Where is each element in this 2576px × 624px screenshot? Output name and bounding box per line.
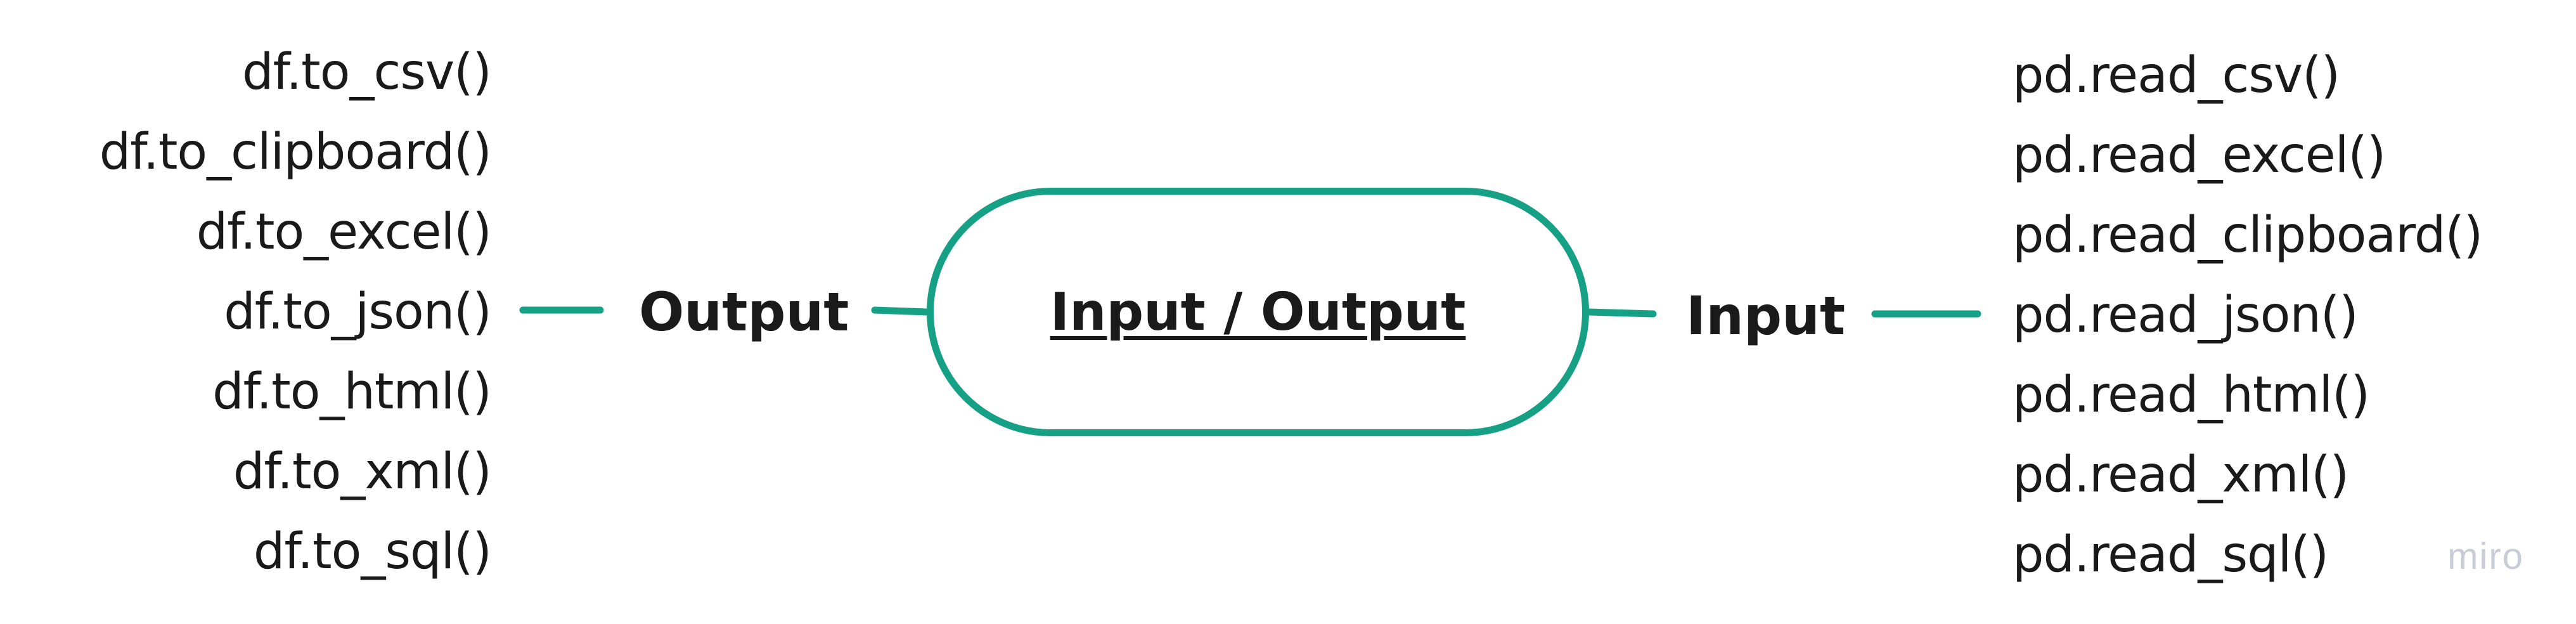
- output-item: df.to_excel(): [196, 204, 492, 261]
- input-item: pd.read_clipboard(): [2012, 207, 2483, 264]
- input-item: pd.read_csv(): [2012, 47, 2340, 104]
- miro-watermark: miro: [2447, 536, 2524, 577]
- central-topic-node: Input / Output: [927, 188, 1589, 436]
- output-item: df.to_xml(): [233, 443, 492, 500]
- input-branch-label: Input: [1686, 285, 1846, 347]
- central-topic-label: Input / Output: [1050, 282, 1466, 342]
- input-item: pd.read_xml(): [2012, 446, 2349, 504]
- output-item: df.to_html(): [212, 363, 492, 420]
- connector-center-to-input: [1585, 308, 1657, 318]
- output-item: df.to_sql(): [253, 523, 492, 580]
- input-item: pd.read_json(): [2012, 287, 2359, 344]
- output-item: df.to_csv(): [242, 44, 492, 101]
- output-item: df.to_clipboard(): [99, 124, 492, 181]
- connector-center-to-output: [871, 306, 931, 316]
- output-branch-label: Output: [639, 281, 849, 343]
- output-item: df.to_json(): [224, 283, 492, 341]
- input-item: pd.read_excel(): [2012, 127, 2386, 184]
- input-item: pd.read_html(): [2012, 367, 2370, 424]
- input-item: pd.read_sql(): [2012, 526, 2329, 583]
